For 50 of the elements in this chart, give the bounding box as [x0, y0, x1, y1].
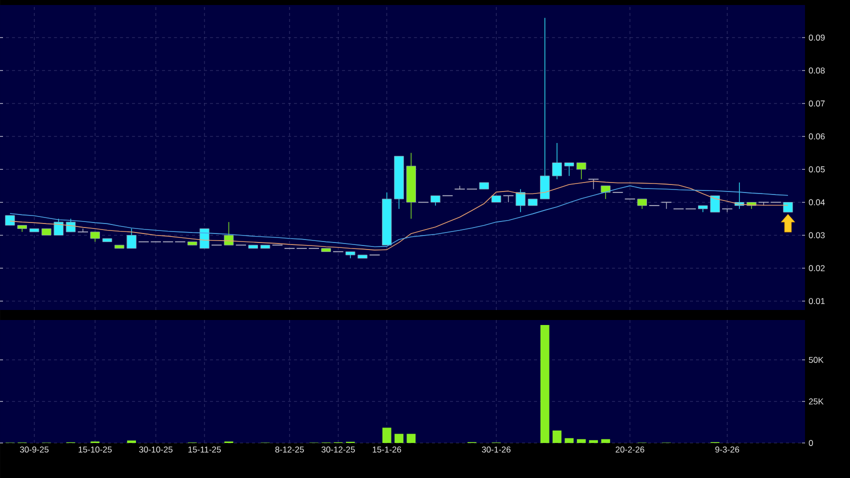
candlestick	[90, 232, 100, 242]
candlestick	[430, 195, 440, 206]
candlestick	[126, 228, 136, 249]
candlestick	[224, 222, 234, 246]
x-tick-label: 15-11-25	[188, 446, 221, 453]
y-tick-label: 0.06	[808, 133, 825, 140]
candlestick	[588, 178, 600, 190]
bar	[394, 434, 404, 443]
x-tick-label: 9-3-26	[715, 446, 740, 453]
x-tick-label: 15-10-25	[78, 446, 112, 453]
x-tick-label: 30-9-25	[20, 446, 49, 453]
y-tick-label: 0.05	[808, 166, 825, 172]
x-tick-label: 30-1-26	[482, 446, 511, 453]
y-tick-label: 0.04	[808, 199, 825, 206]
y-tick-label: 50K	[808, 356, 824, 363]
candlestick	[637, 198, 647, 210]
bar	[382, 428, 392, 443]
bar	[601, 439, 610, 443]
x-tick-label: 15-1-26	[372, 446, 402, 453]
x-tick-label: 8-12-25	[275, 446, 304, 453]
bar	[552, 430, 562, 443]
candlestick	[66, 218, 76, 232]
candlestick	[516, 188, 526, 213]
candlestick	[54, 218, 64, 236]
y-tick-label: 25K	[808, 398, 824, 404]
candlestick	[552, 142, 562, 180]
y-tick-label: 0	[808, 440, 813, 446]
bar	[127, 440, 136, 443]
y-tick-label: 0.09	[808, 34, 825, 41]
candlestick	[77, 228, 88, 232]
candlestick	[540, 17, 550, 200]
bar	[540, 324, 550, 443]
x-tick-label: 20-2-26	[616, 446, 644, 453]
bar	[406, 434, 416, 443]
candlestick	[576, 162, 586, 180]
candlestick	[710, 195, 720, 213]
bar	[589, 440, 598, 443]
candlestick	[564, 162, 574, 176]
candlestick	[600, 185, 611, 200]
bar	[564, 438, 574, 443]
candlestick	[5, 215, 15, 226]
y-tick-label: 0.02	[808, 265, 825, 272]
y-tick-label: 0.03	[808, 232, 825, 238]
candlestick	[660, 202, 672, 210]
y-tick-label: 0.07	[808, 100, 825, 106]
bar	[576, 439, 586, 443]
y-tick-label: 0.08	[808, 68, 825, 74]
x-tick-label: 30-10-25	[139, 446, 173, 453]
y-tick-label: 0.01	[808, 298, 825, 304]
x-tick-label: 30-12-25	[322, 446, 355, 453]
